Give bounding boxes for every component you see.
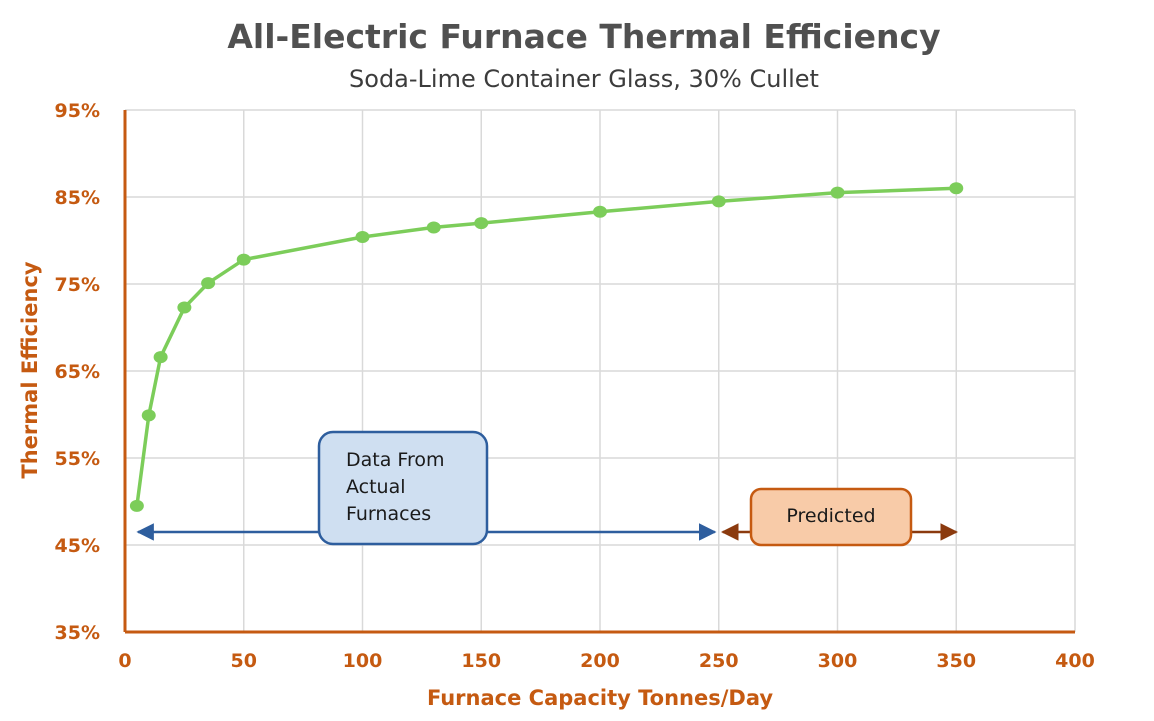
chart-title: All-Electric Furnace Thermal Efficiency	[227, 17, 940, 56]
data-point	[426, 221, 441, 234]
y-axis-label: Thermal Efficiency	[18, 261, 42, 478]
x-axis-ticks: 0 50 100 150 200 250 300 350 400	[118, 650, 1094, 672]
data-point	[711, 195, 726, 208]
actual-data-box	[317, 430, 489, 546]
data-point	[830, 186, 845, 199]
x-tick-label: 100	[343, 650, 383, 672]
x-axis-label: Furnace Capacity Tonnes/Day	[427, 686, 773, 710]
x-tick-label: 0	[118, 650, 131, 672]
data-point	[153, 351, 168, 364]
data-point	[129, 499, 144, 512]
x-tick-label: 250	[699, 650, 739, 672]
x-tick-label: 50	[231, 650, 257, 672]
y-tick-label: 45%	[55, 535, 100, 557]
data-point	[236, 253, 251, 266]
x-tick-label: 200	[580, 650, 620, 672]
data-point	[201, 277, 216, 290]
data-point	[177, 301, 192, 314]
data-point	[949, 182, 964, 195]
data-point	[593, 205, 607, 218]
data-point	[141, 409, 156, 422]
x-tick-label: 150	[461, 650, 501, 672]
y-tick-label: 75%	[55, 274, 100, 296]
axes	[123, 110, 1075, 634]
x-tick-label: 300	[818, 650, 858, 672]
y-tick-label: 65%	[55, 361, 100, 383]
data-point	[474, 217, 489, 230]
data-point	[355, 231, 370, 244]
actual-data-label: Data From Actual Furnaces	[346, 449, 444, 525]
predicted-box	[749, 487, 913, 547]
y-tick-label: 55%	[55, 448, 100, 470]
y-tick-label: 35%	[55, 622, 100, 644]
chart-subtitle: Soda-Lime Container Glass, 30% Cullet	[349, 65, 819, 93]
annotations: Data From Actual Furnaces Predicted	[136, 430, 958, 547]
y-tick-label: 95%	[55, 100, 100, 122]
predicted-label: Predicted	[786, 505, 875, 527]
x-tick-label: 350	[936, 650, 976, 672]
x-tick-label: 400	[1055, 650, 1095, 672]
series	[129, 182, 964, 512]
y-axis-ticks: 35% 45% 55% 65% 75% 85% 95%	[55, 100, 100, 644]
y-tick-label: 85%	[55, 187, 100, 209]
